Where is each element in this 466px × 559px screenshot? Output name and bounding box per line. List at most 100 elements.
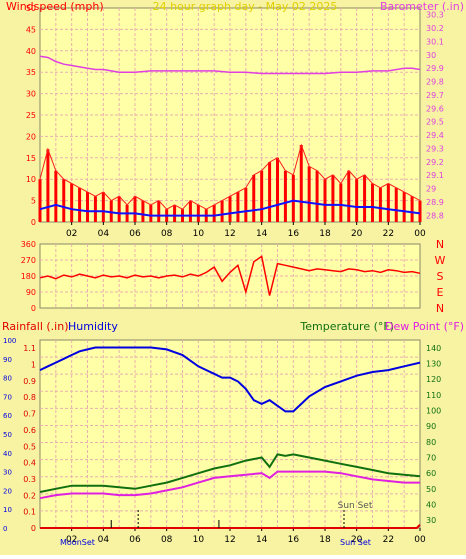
- baro-tick-label: 29.6: [426, 104, 444, 113]
- th-x-tick-label: 00: [414, 535, 426, 545]
- humidity-tick-label: 40: [3, 450, 12, 458]
- dir-tick-label: 90: [26, 288, 36, 297]
- humidity-tick-label: 10: [3, 506, 12, 514]
- moonset-annotation: MoonSet: [60, 538, 95, 547]
- temp-tick-label: 50: [426, 485, 436, 494]
- wind-direction-line: [39, 255, 421, 296]
- rain-tick-label: 1: [31, 361, 36, 370]
- temp-tick-label: 80: [426, 438, 436, 447]
- th-x-tick-label: 10: [193, 535, 205, 545]
- baro-tick-label: 30.2: [426, 24, 444, 33]
- rain-tick-label: 0.5: [23, 442, 36, 451]
- baro-tick-label: 28.8: [426, 211, 444, 220]
- wind-tick-label: 10: [26, 175, 36, 184]
- temp-axis-title: Temperature (°F): [299, 320, 394, 333]
- dewpoint-axis-title: Dew Point (°F): [385, 320, 464, 333]
- wind-tick-label: 15: [26, 154, 36, 163]
- wind-x-tick-label: 20: [351, 229, 363, 239]
- temp-tick-label: 60: [426, 469, 436, 478]
- wind-tick-label: 20: [26, 132, 36, 141]
- wind-tick-label: 5: [31, 197, 36, 206]
- wind-x-tick-label: 18: [319, 229, 331, 239]
- dir-tick-label: 180: [21, 272, 36, 281]
- dir-tick-label: 0: [31, 304, 36, 313]
- wind-x-tick-label: 16: [288, 229, 300, 239]
- humidity-tick-label: 0: [3, 525, 7, 533]
- dir-compass-letter: S: [437, 270, 444, 283]
- temp-tick-label: 120: [426, 375, 441, 384]
- rain-tick-label: 0.3: [23, 475, 36, 484]
- baro-tick-label: 29.2: [426, 158, 444, 167]
- wind-x-tick-label: 22: [383, 229, 394, 239]
- dir-tick-label: 360: [21, 240, 36, 249]
- baro-tick-label: 29.1: [426, 171, 444, 180]
- baro-tick-label: 30.3: [426, 11, 444, 20]
- humidity-tick-label: 70: [3, 393, 12, 401]
- temp-tick-label: 110: [426, 391, 441, 400]
- wind-gust-line: [39, 143, 421, 210]
- wind-tick-label: 45: [26, 25, 36, 34]
- humidity-tick-label: 50: [3, 431, 12, 439]
- humidity-tick-label: 20: [3, 487, 12, 495]
- baro-tick-label: 28.9: [426, 198, 444, 207]
- baro-tick-label: 29.9: [426, 64, 444, 73]
- humidity-tick-label: 90: [3, 356, 12, 364]
- rain-tick-label: 0.8: [23, 393, 36, 402]
- humidity-tick-label: 30: [3, 469, 12, 477]
- wind-x-tick-label: 14: [256, 229, 268, 239]
- temp-tick-label: 70: [426, 454, 436, 463]
- th-x-tick-label: 18: [319, 535, 331, 545]
- th-x-tick-label: 02: [66, 535, 77, 545]
- dir-compass-letter: N: [436, 302, 444, 315]
- rain-tick-label: 0.1: [23, 508, 36, 517]
- baro-tick-label: 29.4: [426, 131, 444, 140]
- barometer-line: [39, 55, 421, 75]
- rain-tick-label: 0.7: [23, 410, 36, 419]
- wind-tick-label: 30: [26, 90, 36, 99]
- wind-tick-label: 35: [26, 68, 36, 77]
- dir-tick-label: 270: [21, 256, 36, 265]
- dir-compass-letter: W: [435, 254, 446, 267]
- sunset-annotation: Sun Set: [338, 501, 373, 511]
- th-x-tick-label: 22: [383, 535, 394, 545]
- th-x-tick-label: 06: [129, 535, 141, 545]
- temp-tick-label: 130: [426, 360, 441, 369]
- wind-x-tick-label: 10: [193, 229, 205, 239]
- wind-x-tick-label: 02: [66, 229, 77, 239]
- wind-tick-label: 40: [26, 47, 36, 56]
- humidity-tick-label: 100: [3, 337, 16, 345]
- temp-tick-label: 30: [426, 516, 436, 525]
- humidity-tick-label: 60: [3, 412, 12, 420]
- rain-tick-label: 0: [31, 524, 36, 533]
- wind-x-tick-label: 12: [224, 229, 235, 239]
- dir-compass-letter: E: [437, 286, 444, 299]
- temp-tick-label: 40: [426, 501, 436, 510]
- wind-tick-label: 0: [31, 218, 36, 227]
- th-x-tick-label: 20: [351, 535, 363, 545]
- wind-x-tick-label: 04: [98, 229, 110, 239]
- humidity-line: [39, 346, 421, 413]
- th-x-tick-label: 04: [98, 535, 110, 545]
- th-x-tick-label: 08: [161, 535, 173, 545]
- baro-tick-label: 30.1: [426, 37, 444, 46]
- baro-tick-label: 29.3: [426, 144, 444, 153]
- wind-x-tick-label: 08: [161, 229, 173, 239]
- baro-tick-label: 29.5: [426, 118, 444, 127]
- temp-tick-label: 90: [426, 422, 436, 431]
- humidity-axis-title: Humidity: [68, 320, 118, 333]
- wind-avg-line: [39, 199, 421, 217]
- wind-tick-label: 25: [26, 111, 36, 120]
- baro-axis-title: Barometer (.in): [380, 0, 464, 13]
- wind-tick-label: 50: [26, 4, 36, 13]
- temp-humidity-plot-area: [39, 339, 421, 529]
- dewpoint-line: [39, 470, 420, 500]
- humidity-tick-label: 80: [3, 375, 12, 383]
- dir-compass-letter: N: [436, 238, 444, 251]
- rain-tick-label: 0.2: [23, 491, 36, 500]
- wind-x-tick-label: 06: [129, 229, 141, 239]
- th-x-tick-label: 14: [256, 535, 268, 545]
- wind-x-tick-label: 00: [414, 229, 426, 239]
- rain-tick-label: 0.9: [23, 377, 36, 386]
